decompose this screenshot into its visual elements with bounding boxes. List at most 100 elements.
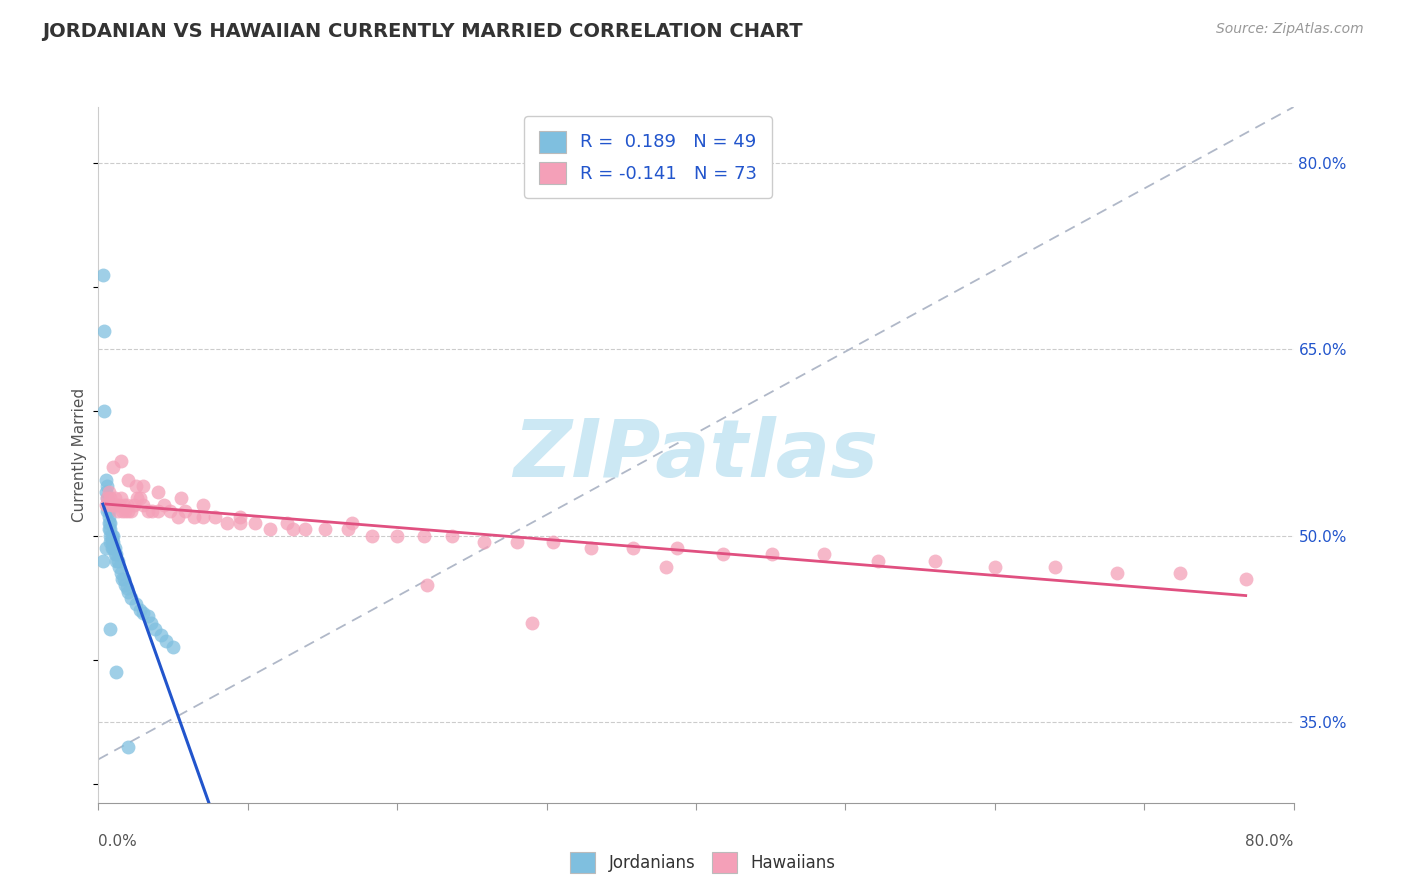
- Point: [120, 504, 142, 518]
- Point: [117, 584, 139, 599]
- Point: [104, 541, 127, 555]
- Text: Source: ZipAtlas.com: Source: ZipAtlas.com: [1216, 22, 1364, 37]
- Point: [183, 510, 205, 524]
- Point: [472, 535, 495, 549]
- Point: [91, 268, 114, 282]
- Point: [506, 535, 529, 549]
- Point: [96, 491, 118, 506]
- Point: [114, 578, 136, 592]
- Point: [100, 622, 122, 636]
- Point: [91, 553, 114, 567]
- Point: [1107, 566, 1129, 580]
- Point: [336, 523, 359, 537]
- Point: [153, 498, 176, 512]
- Point: [155, 634, 177, 648]
- Point: [132, 498, 155, 512]
- Point: [101, 498, 124, 512]
- Point: [413, 529, 436, 543]
- Point: [115, 581, 138, 595]
- Point: [101, 529, 124, 543]
- Point: [103, 541, 125, 555]
- Point: [129, 491, 152, 506]
- Point: [143, 622, 166, 636]
- Point: [125, 479, 148, 493]
- Point: [97, 504, 120, 518]
- Point: [924, 553, 946, 567]
- Y-axis label: Currently Married: Currently Married: [72, 388, 87, 522]
- Point: [761, 547, 783, 561]
- Point: [103, 529, 125, 543]
- Point: [100, 491, 122, 506]
- Point: [174, 504, 197, 518]
- Point: [108, 559, 131, 574]
- Point: [125, 597, 148, 611]
- Point: [360, 529, 382, 543]
- Point: [111, 504, 134, 518]
- Point: [665, 541, 688, 555]
- Point: [229, 510, 252, 524]
- Point: [1043, 559, 1066, 574]
- Point: [110, 491, 132, 506]
- Point: [110, 454, 132, 468]
- Point: [115, 498, 138, 512]
- Text: 80.0%: 80.0%: [1246, 834, 1294, 849]
- Point: [100, 523, 122, 537]
- Point: [96, 504, 118, 518]
- Point: [150, 628, 173, 642]
- Point: [107, 504, 129, 518]
- Point: [441, 529, 464, 543]
- Point: [868, 553, 890, 567]
- Point: [112, 498, 135, 512]
- Point: [104, 547, 127, 561]
- Point: [112, 572, 135, 586]
- Point: [124, 498, 146, 512]
- Point: [813, 547, 835, 561]
- Point: [281, 523, 304, 537]
- Point: [100, 535, 122, 549]
- Point: [541, 535, 564, 549]
- Point: [100, 529, 122, 543]
- Point: [416, 578, 439, 592]
- Point: [105, 665, 128, 680]
- Point: [94, 498, 117, 512]
- Point: [94, 485, 117, 500]
- Point: [103, 460, 125, 475]
- Point: [136, 609, 159, 624]
- Point: [139, 615, 162, 630]
- Point: [100, 516, 122, 531]
- Point: [101, 541, 124, 555]
- Point: [215, 516, 238, 531]
- Point: [1234, 572, 1257, 586]
- Point: [166, 510, 188, 524]
- Point: [169, 491, 191, 506]
- Point: [97, 523, 120, 537]
- Point: [101, 535, 124, 549]
- Point: [162, 640, 184, 655]
- Point: [259, 523, 281, 537]
- Point: [520, 615, 543, 630]
- Point: [148, 504, 170, 518]
- Point: [294, 523, 316, 537]
- Point: [191, 510, 214, 524]
- Point: [159, 504, 181, 518]
- Point: [276, 516, 298, 531]
- Point: [120, 591, 142, 605]
- Point: [107, 553, 129, 567]
- Point: [984, 559, 1007, 574]
- Point: [97, 485, 120, 500]
- Point: [129, 603, 152, 617]
- Point: [105, 498, 128, 512]
- Point: [342, 516, 364, 531]
- Point: [103, 498, 125, 512]
- Point: [204, 510, 226, 524]
- Point: [229, 516, 252, 531]
- Point: [108, 498, 131, 512]
- Text: 0.0%: 0.0%: [98, 834, 138, 849]
- Point: [117, 473, 139, 487]
- Point: [132, 606, 155, 620]
- Point: [141, 504, 163, 518]
- Point: [103, 535, 125, 549]
- Point: [621, 541, 644, 555]
- Point: [655, 559, 678, 574]
- Point: [111, 572, 134, 586]
